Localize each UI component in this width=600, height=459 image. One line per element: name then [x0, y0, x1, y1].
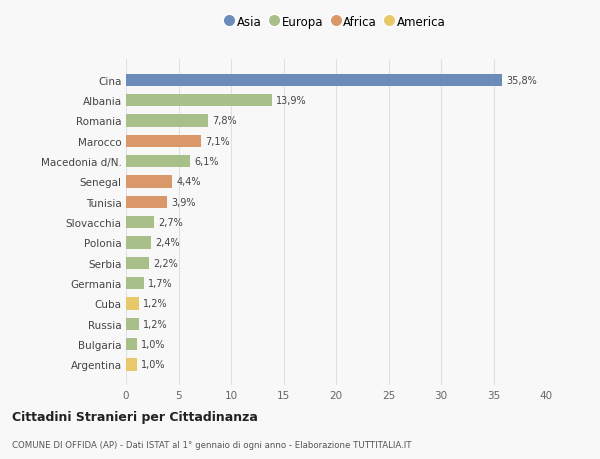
Text: 13,9%: 13,9% — [276, 96, 307, 106]
Text: 2,2%: 2,2% — [154, 258, 178, 268]
Text: 6,1%: 6,1% — [194, 157, 219, 167]
Legend: Asia, Europa, Africa, America: Asia, Europa, Africa, America — [224, 13, 448, 31]
Text: 1,7%: 1,7% — [148, 279, 173, 288]
Bar — [126, 298, 139, 310]
Bar — [126, 338, 137, 351]
Bar — [126, 318, 139, 330]
Text: 7,1%: 7,1% — [205, 136, 229, 146]
Bar — [126, 237, 151, 249]
Bar — [126, 74, 502, 87]
Text: 4,4%: 4,4% — [176, 177, 201, 187]
Bar — [126, 217, 154, 229]
Bar — [126, 156, 190, 168]
Text: 1,2%: 1,2% — [143, 299, 167, 309]
Bar — [126, 358, 137, 371]
Bar — [126, 176, 172, 188]
Text: 2,4%: 2,4% — [155, 238, 180, 248]
Bar — [126, 115, 208, 127]
Text: 1,2%: 1,2% — [143, 319, 167, 329]
Bar — [126, 277, 144, 290]
Text: 1,0%: 1,0% — [140, 339, 165, 349]
Text: COMUNE DI OFFIDA (AP) - Dati ISTAT al 1° gennaio di ogni anno - Elaborazione TUT: COMUNE DI OFFIDA (AP) - Dati ISTAT al 1°… — [12, 441, 412, 449]
Text: 2,7%: 2,7% — [158, 218, 184, 228]
Text: 35,8%: 35,8% — [506, 76, 537, 85]
Bar — [126, 196, 167, 208]
Text: 3,9%: 3,9% — [171, 197, 196, 207]
Bar — [126, 95, 272, 107]
Text: Cittadini Stranieri per Cittadinanza: Cittadini Stranieri per Cittadinanza — [12, 410, 258, 423]
Bar — [126, 257, 149, 269]
Text: 7,8%: 7,8% — [212, 116, 237, 126]
Text: 1,0%: 1,0% — [140, 360, 165, 369]
Bar — [126, 135, 200, 147]
